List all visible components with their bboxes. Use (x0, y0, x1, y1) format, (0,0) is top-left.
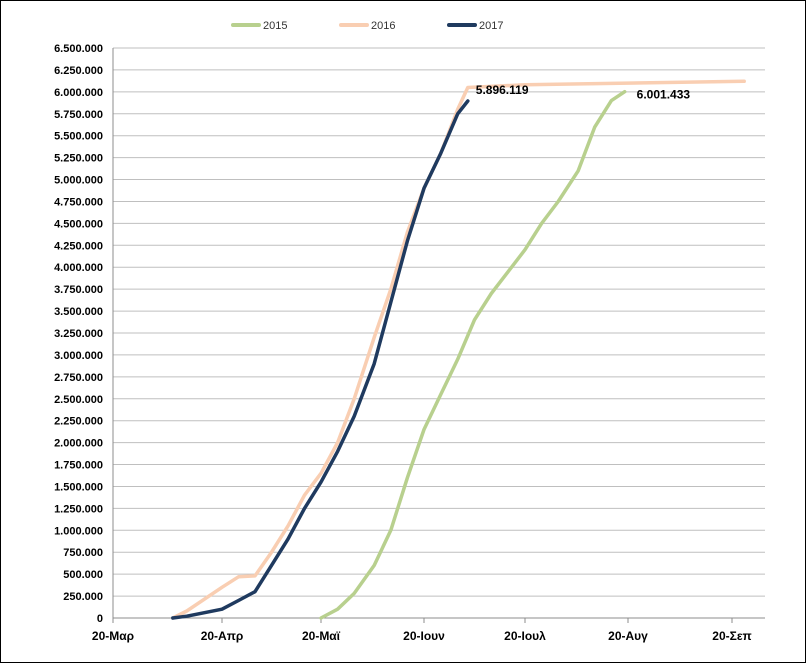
y-tick-label: 2.750.000 (54, 372, 103, 384)
legend-label-2015: 2015 (263, 20, 287, 32)
y-tick-label: 4.750.000 (54, 196, 103, 208)
y-tick-label: 2.250.000 (54, 416, 103, 428)
annotation-2017-total: 5.896.119 (476, 83, 529, 97)
legend-label-2016: 2016 (371, 20, 395, 32)
y-tick-label: 3.000.000 (54, 350, 103, 362)
y-tick-label: 250.000 (63, 591, 103, 603)
y-tick-label: 5.500.000 (54, 131, 103, 143)
annotation-2015-total: 6.001.433 (637, 88, 691, 102)
y-tick-label: 3.250.000 (54, 328, 103, 340)
x-tick-label: 20-Ιουν (403, 629, 445, 643)
y-tick-label: 1.000.000 (54, 525, 103, 537)
y-tick-label: 2.500.000 (54, 394, 103, 406)
y-tick-label: 0 (97, 613, 103, 625)
y-tick-label: 6.250.000 (54, 65, 103, 77)
x-tick-label: 20-Αυγ (608, 629, 648, 643)
y-tick-label: 5.250.000 (54, 153, 103, 165)
legend-label-2017: 2017 (479, 20, 503, 32)
y-tick-label: 5.750.000 (54, 109, 103, 121)
y-tick-label: 3.500.000 (54, 306, 103, 318)
y-tick-label: 1.250.000 (54, 503, 103, 515)
y-tick-label: 4.000.000 (54, 262, 103, 274)
series-line-2015 (319, 89, 627, 620)
x-tick-label: 20-Σεπ (712, 629, 751, 643)
y-tick-label: 3.750.000 (54, 284, 103, 296)
x-tick-label: 20-Απρ (201, 629, 244, 643)
y-tick-label: 1.750.000 (54, 460, 103, 472)
x-tick-label: 20-Μαρ (92, 629, 134, 643)
series-line-2017 (171, 99, 470, 620)
y-tick-label: 4.250.000 (54, 240, 103, 252)
y-tick-label: 4.500.000 (54, 218, 103, 230)
y-tick-label: 2.000.000 (54, 438, 103, 450)
x-tick-label: 20-Ιουλ (504, 629, 546, 643)
y-tick-label: 500.000 (63, 569, 103, 581)
x-tick-label: 20-Μαϊ (302, 629, 341, 643)
y-tick-label: 6.500.000 (54, 43, 103, 55)
y-tick-label: 750.000 (63, 547, 103, 559)
y-tick-label: 6.000.000 (54, 87, 103, 99)
series-line-2016 (171, 79, 746, 620)
y-tick-label: 1.500.000 (54, 481, 103, 493)
y-tick-label: 5.000.000 (54, 175, 103, 187)
